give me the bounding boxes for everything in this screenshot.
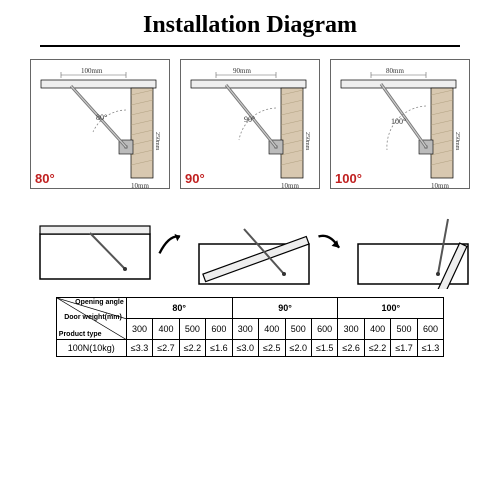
table-row: 100N(10kg) ≤3.3≤2.7≤2.2≤1.6 ≤3.0≤2.5≤2.0… [56, 340, 443, 357]
svg-text:80°: 80° [96, 113, 107, 122]
svg-text:250mm: 250mm [454, 132, 460, 151]
svg-text:100°: 100° [391, 117, 406, 126]
svg-text:90mm: 90mm [233, 67, 251, 75]
svg-text:10mm: 10mm [431, 182, 449, 190]
page-title: Installation Diagram [40, 0, 460, 47]
angle-header: 100° [338, 298, 444, 319]
svg-text:10mm: 10mm [281, 182, 299, 190]
panel-90: 90° 90mm 250mm 10mm 90° [180, 59, 320, 189]
dim-side-80: 250mm [154, 132, 160, 151]
box-open [348, 199, 470, 289]
angle-header: 90° [232, 298, 338, 319]
panel-label-100: 100° [335, 171, 362, 186]
spec-table: Opening angle Door weight(mm) Product ty… [56, 297, 444, 357]
angle-header: 80° [126, 298, 232, 319]
table-corner-cell: Opening angle Door weight(mm) Product ty… [56, 298, 126, 340]
panel-label-80: 80° [35, 171, 55, 186]
svg-text:80mm: 80mm [386, 67, 404, 75]
panel-label-90: 90° [185, 171, 205, 186]
svg-text:90°: 90° [244, 115, 255, 124]
dim-bot-80: 10mm [131, 182, 149, 190]
product-cell: 100N(10kg) [56, 340, 126, 357]
dim-top-80: 100mm [81, 67, 103, 75]
sequence-row [0, 189, 500, 289]
box-opening [189, 199, 311, 289]
angle-panels: 80° 100mm 250mm 10mm 80° [0, 47, 500, 189]
panel-100: 100° 80mm 250mm 10mm 100° [330, 59, 470, 189]
svg-text:250mm: 250mm [304, 132, 310, 151]
panel-80: 80° 100mm 250mm 10mm 80° [30, 59, 170, 189]
box-closed [30, 199, 152, 289]
